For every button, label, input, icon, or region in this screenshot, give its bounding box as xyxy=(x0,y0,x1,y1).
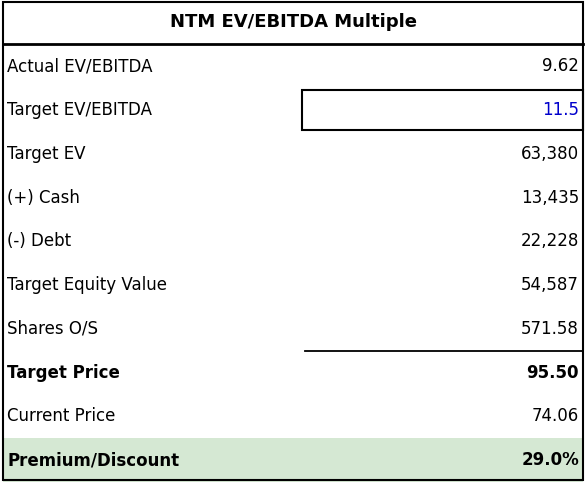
Bar xyxy=(3,307,583,351)
Text: NTM EV/EBITDA Multiple: NTM EV/EBITDA Multiple xyxy=(169,13,417,31)
Bar xyxy=(3,44,583,88)
Text: 63,380: 63,380 xyxy=(521,145,579,163)
Text: Current Price: Current Price xyxy=(7,407,115,425)
Text: Target EV/EBITDA: Target EV/EBITDA xyxy=(7,101,152,119)
Bar xyxy=(3,219,583,263)
Bar xyxy=(3,132,583,175)
Text: 13,435: 13,435 xyxy=(521,188,579,206)
Text: (+) Cash: (+) Cash xyxy=(7,188,80,206)
Bar xyxy=(3,394,583,438)
Bar xyxy=(3,88,583,132)
Text: 22,228: 22,228 xyxy=(520,232,579,250)
Text: 95.50: 95.50 xyxy=(526,363,579,382)
Text: 9.62: 9.62 xyxy=(542,57,579,75)
Bar xyxy=(3,175,583,219)
Text: Target Price: Target Price xyxy=(7,363,120,382)
Text: Actual EV/EBITDA: Actual EV/EBITDA xyxy=(7,57,152,75)
Text: 29.0%: 29.0% xyxy=(521,451,579,469)
Text: Target Equity Value: Target Equity Value xyxy=(7,276,167,294)
Bar xyxy=(302,90,583,130)
Text: 11.5: 11.5 xyxy=(542,101,579,119)
Bar xyxy=(3,263,583,307)
Text: 74.06: 74.06 xyxy=(532,407,579,425)
Text: 571.58: 571.58 xyxy=(521,320,579,338)
Text: Target EV: Target EV xyxy=(7,145,86,163)
Text: Premium/Discount: Premium/Discount xyxy=(7,451,179,469)
Text: Shares O/S: Shares O/S xyxy=(7,320,98,338)
Bar xyxy=(3,2,583,44)
Bar xyxy=(3,438,583,482)
Text: (-) Debt: (-) Debt xyxy=(7,232,71,250)
Text: 54,587: 54,587 xyxy=(521,276,579,294)
Bar xyxy=(3,351,583,394)
